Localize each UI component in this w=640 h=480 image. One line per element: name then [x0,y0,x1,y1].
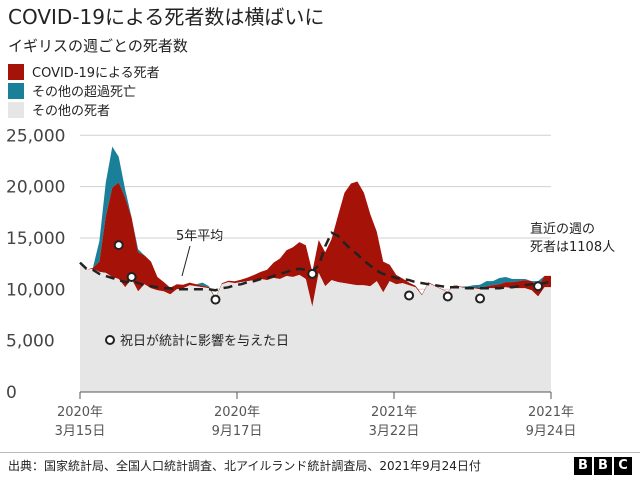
annotation-latest-week: 死者は1108人 [530,240,615,255]
series-line-five-year-average [79,231,552,292]
legend-item-other: その他の死者 [8,100,160,119]
bbc-logo: B B C [574,457,632,475]
chart-subtitle: イギリスの週ごとの死者数 [8,37,188,55]
y-tick-label: 15,000 [6,229,65,249]
source-note: 出典：国家統計局、全国人口統計調査、北アイルランド統計調査局、2021年9月24… [8,459,481,473]
legend-item-excess: その他の超過死亡 [8,81,160,100]
bbc-logo-letter: B [594,457,612,475]
legend-item-covid: COVID-19による死者 [8,62,160,81]
annotation-latest-week: 直近の週の [530,222,595,237]
y-tick-label: 20,000 [6,178,65,198]
annotation-five-year-average: 5年平均 [176,229,223,244]
x-tick-label: 2021年 [528,405,574,420]
x-tick-label: 2020年 [57,405,103,420]
x-tick-label: 9月24日 [526,424,577,439]
legend-swatch-excess [8,82,24,99]
annotation-holiday-note: 祝日が統計に影響を与えた日 [120,333,289,349]
bbc-logo-letter: C [614,457,632,475]
x-tick-label: 9月17日 [212,424,263,439]
holiday-marker [404,290,415,301]
y-tick-label: 10,000 [6,280,65,300]
footer-divider [0,452,640,453]
holiday-marker [442,291,453,302]
annotation-leader-line [181,245,191,277]
legend-label-excess: その他の超過死亡 [32,85,137,100]
holiday-legend-marker [105,335,115,345]
series-area-covid [80,181,551,307]
x-tick-label: 3月22日 [369,424,420,439]
legend-swatch-covid [8,63,24,80]
legend: COVID-19による死者 その他の超過死亡 その他の死者 [8,62,160,119]
legend-swatch-other [8,101,24,118]
holiday-marker [533,281,544,292]
holiday-marker [210,294,221,305]
legend-label-other: その他の死者 [32,104,111,119]
chart-title: COVID-19による死者数は横ばいに [8,5,325,29]
x-tick-label: 3月15日 [55,424,106,439]
bbc-logo-letter: B [574,457,592,475]
x-tick-label: 2021年 [371,405,417,420]
holiday-marker [307,268,318,279]
holiday-marker [475,293,486,304]
y-tick-label: 0 [6,383,17,403]
holiday-marker [126,271,137,282]
area-chart: 0 5,000 10,000 15,000 20,000 25,000 2020年 3月15日… [6,126,615,439]
y-tick-label: 25,000 [6,126,65,146]
y-tick-label: 5,000 [6,332,55,352]
series-area-excess [80,146,551,298]
holiday-marker [113,240,124,251]
series-area-other [80,261,551,392]
x-tick-label: 2020年 [214,405,260,420]
legend-label-covid: COVID-19による死者 [32,66,160,81]
